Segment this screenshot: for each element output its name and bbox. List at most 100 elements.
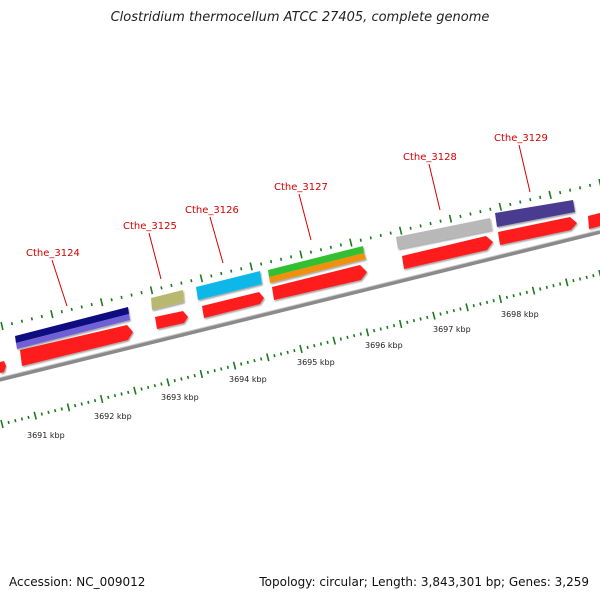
- scale-tick-52: [346, 335, 349, 340]
- scale-tick-3: [20, 417, 24, 421]
- scale-label-3694: 3694 kbp: [229, 375, 267, 384]
- scale-tick-37: [246, 360, 249, 364]
- scale-label-3696: 3696 kbp: [365, 341, 403, 350]
- scale-tick-71: [472, 304, 475, 308]
- gene-arrow-right-edge: [588, 213, 600, 229]
- scale-tick-8: [54, 409, 57, 413]
- scale-tick-17: [113, 394, 117, 398]
- scale-tick-2: [14, 418, 17, 423]
- scale-tick-30: [199, 369, 204, 379]
- scale-tick-0: [0, 419, 4, 429]
- outer-tick-29: [289, 255, 293, 259]
- cog-box-cthe-3127-b: [269, 253, 366, 283]
- outer-tick-30: [299, 250, 303, 259]
- outer-tick-44: [439, 219, 442, 223]
- outer-tick-59: [588, 183, 592, 187]
- outer-tick-23: [230, 269, 233, 273]
- map-title: Clostridium thermocellum ATCC 27405, com…: [110, 10, 490, 25]
- scale-tick-68: [452, 309, 455, 313]
- outer-tick-52: [519, 200, 522, 204]
- scale-tick-34: [226, 365, 230, 370]
- scale-tick-59: [392, 324, 396, 328]
- accession-text: Accession: NC_009012: [9, 575, 146, 589]
- scale-tick-26: [173, 379, 176, 383]
- scale-tick-10: [66, 403, 71, 412]
- scale-tick-66: [439, 312, 442, 316]
- outer-tick-14: [140, 291, 143, 295]
- outer-tick-7: [70, 307, 73, 311]
- scale-tick-67: [446, 310, 449, 314]
- label-leader-cthe-3125: [148, 232, 162, 280]
- genome-summary-text: Topology: circular; Length: 3,843,301 bp…: [259, 575, 589, 589]
- scale-tick-28: [186, 375, 190, 379]
- scale-tick-44: [293, 349, 296, 353]
- scale-tick-65: [432, 311, 436, 320]
- label-leader-cthe-3126: [209, 216, 224, 264]
- scale-tick-61: [406, 320, 409, 325]
- cog-box-cthe-3129: [495, 200, 575, 227]
- label-leader-cthe-3129: [518, 144, 531, 193]
- gene-label-cthe-3126: Cthe_3126: [185, 205, 239, 216]
- outer-tick-9: [90, 302, 93, 307]
- scale-tick-70: [465, 303, 469, 312]
- scale-tick-62: [412, 319, 416, 323]
- outer-tick-5: [50, 310, 54, 319]
- scale-tick-46: [306, 345, 309, 349]
- scale-tick-11: [73, 403, 77, 408]
- scale-tick-24: [160, 382, 163, 386]
- outer-tick-6: [60, 310, 63, 314]
- scale-tick-13: [87, 400, 90, 404]
- outer-tick-35: [349, 238, 353, 247]
- scale-tick-27: [180, 377, 183, 381]
- gene-arrow-cthe-3126: [202, 292, 264, 318]
- outer-tick-49: [489, 207, 492, 211]
- outer-tick-47: [469, 212, 472, 216]
- scale-tick-53: [353, 334, 356, 338]
- outer-tick-48: [479, 209, 482, 214]
- scale-tick-39: [260, 357, 263, 361]
- scale-tick-84: [559, 282, 562, 286]
- outer-tick-26: [260, 262, 263, 266]
- scale-tick-41: [273, 354, 276, 358]
- gene-label-cthe-3124: Cthe_3124: [26, 248, 80, 259]
- scale-tick-29: [193, 373, 196, 378]
- scale-tick-1: [7, 420, 10, 424]
- scale-tick-90: [598, 269, 600, 278]
- gene-label-cthe-3129: Cthe_3129: [494, 133, 548, 144]
- scale-tick-22: [147, 385, 150, 389]
- outer-tick-21: [210, 274, 213, 278]
- scale-label-3695: 3695 kbp: [297, 358, 335, 367]
- scale-tick-51: [339, 337, 342, 341]
- outer-tick-27: [270, 260, 273, 264]
- scale-tick-33: [220, 367, 223, 371]
- outer-tick-57: [569, 188, 572, 192]
- outer-tick-39: [389, 231, 392, 235]
- outer-tick-3: [30, 317, 33, 321]
- outer-tick-20: [199, 274, 204, 283]
- scale-tick-56: [372, 328, 376, 333]
- scale-tick-20: [133, 386, 137, 395]
- scale-tick-85: [565, 278, 569, 287]
- scale-tick-14: [93, 399, 97, 403]
- scale-tick-42: [279, 352, 283, 356]
- gene-arrow-cthe-3125: [155, 311, 188, 329]
- outer-tick-42: [419, 224, 422, 228]
- scale-tick-18: [120, 392, 123, 396]
- outer-tick-58: [578, 186, 582, 190]
- scale-tick-54: [359, 332, 362, 336]
- scale-label-3698: 3698 kbp: [501, 310, 539, 319]
- outer-tick-50: [498, 202, 503, 211]
- outer-tick-55: [548, 190, 552, 199]
- scale-tick-15: [99, 394, 104, 404]
- outer-tick-34: [339, 243, 342, 247]
- gene-arrow-cthe-3127: [272, 265, 367, 300]
- outer-tick-36: [359, 238, 362, 242]
- outer-tick-17: [170, 283, 173, 288]
- outer-tick-15: [149, 286, 154, 295]
- scale-tick-89: [592, 274, 595, 278]
- scale-tick-69: [459, 307, 462, 311]
- scale-tick-76: [505, 295, 509, 299]
- outer-tick-56: [559, 190, 562, 195]
- gene-arrow-left-edge: [0, 361, 6, 373]
- outer-tick-41: [409, 226, 412, 230]
